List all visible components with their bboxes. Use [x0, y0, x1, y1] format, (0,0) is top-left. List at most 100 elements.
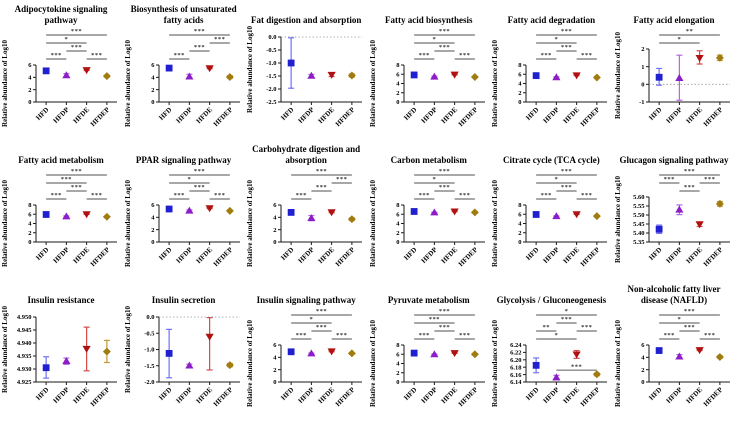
- y-tick-label: 6: [151, 62, 155, 69]
- panel-title: Insulin secretion: [151, 294, 216, 305]
- x-tick-label-hfdep: HFDEP: [334, 105, 357, 128]
- data-point-hfdep: [225, 73, 234, 81]
- significance-bracket: ***: [659, 308, 720, 316]
- y-axis-label: Relative abundance of Log10: [614, 176, 622, 263]
- panel-chart: 0 2 4 6 Relative abundance of Log10 HFD HFDP HF…: [246, 168, 363, 268]
- data-point-hfdp: [430, 350, 439, 358]
- panel-chart: 0 2 4 6 8 Relative abundance of Log10 HFD HFDP H…: [491, 168, 608, 268]
- significance-stars: *: [555, 176, 559, 183]
- significance-stars: ***: [459, 332, 470, 339]
- data-point-hfdp: [675, 205, 684, 213]
- significance-stars: ***: [316, 308, 327, 315]
- x-tick-label-hfd: HFD: [525, 106, 541, 122]
- significance-stars: **: [686, 28, 694, 35]
- significance-bracket: ***: [454, 332, 475, 340]
- y-tick-label: 0: [151, 99, 154, 106]
- data-point-hfde: [572, 211, 582, 219]
- significance-bracket: ***: [291, 332, 312, 340]
- y-tick-label: 6: [396, 71, 400, 78]
- y-tick-label: 6: [273, 342, 277, 349]
- y-tick-label: 2: [28, 230, 31, 237]
- significance-stars: ***: [439, 168, 450, 175]
- significance-stars: ***: [71, 184, 82, 191]
- y-tick-label: 0: [28, 239, 31, 246]
- data-point-hfde: [205, 65, 214, 73]
- y-tick-label: 2: [396, 230, 399, 237]
- data-point-hfd: [165, 350, 173, 357]
- x-tick-label-hfd: HFD: [157, 106, 173, 122]
- y-tick-label: 2: [273, 227, 276, 234]
- significance-bracket: ***: [434, 44, 455, 52]
- significance-bracket: ***: [331, 176, 353, 184]
- x-tick-label-hfd: HFD: [280, 386, 296, 402]
- y-tick-label: 6: [273, 202, 277, 209]
- data-point-hfdep: [348, 215, 357, 224]
- significance-bracket: ***: [556, 316, 577, 324]
- y-tick-label: 6: [396, 211, 400, 218]
- x-tick-label-hfdep: HFDEP: [89, 105, 112, 128]
- significance-stars: ***: [704, 332, 715, 339]
- x-tick-label-hfdp: HFDP: [665, 105, 685, 125]
- data-point-hfd: [533, 72, 540, 80]
- data-point-hfdep: [470, 73, 479, 81]
- data-point-hfd: [533, 361, 540, 369]
- data-point-hfdep: [715, 199, 724, 208]
- panel-title: Fatty acid elongation: [633, 14, 715, 25]
- significance-bracket: ***: [577, 192, 598, 200]
- y-tick-label: -1.5: [266, 73, 277, 80]
- data-point-hfdep: [225, 206, 234, 215]
- data-point-hfdp: [430, 72, 439, 80]
- significance-bracket: ***: [434, 324, 455, 332]
- y-tick-label: 6.18: [511, 364, 523, 371]
- significance-bracket: ***: [331, 332, 353, 340]
- y-axis-label: Relative abundance of Log10: [491, 320, 499, 407]
- data-point-hfdep: [470, 208, 479, 217]
- x-tick-label-hfdep: HFDEP: [702, 245, 725, 268]
- panel-title: Insulin resistance: [27, 294, 95, 305]
- significance-bracket: ***: [46, 52, 67, 60]
- data-point-hfdep: [348, 71, 357, 80]
- data-point-hfd: [410, 349, 418, 357]
- x-tick-label-hfdep: HFDEP: [211, 245, 234, 268]
- y-tick-label: 4: [519, 81, 523, 88]
- panel-chart: 0 2 4 6 Relative abundance of Log10 HFD HFDP HF…: [246, 308, 363, 408]
- data-point-hfdp: [184, 361, 194, 369]
- panel-chart: 0 2 4 6 Relative abundance of Log10 HFD HFDP HF…: [124, 28, 240, 128]
- x-tick-label-hfd: HFD: [34, 386, 50, 402]
- x-tick-label-hfdp: HFDP: [52, 245, 72, 265]
- panel-title: Carbon metabolism: [390, 154, 467, 165]
- data-point-hfde: [205, 205, 214, 213]
- data-point-hfd: [42, 364, 50, 372]
- significance-stars: ***: [91, 192, 102, 199]
- x-tick-label-hfdp: HFDP: [297, 245, 317, 265]
- panel-chart: 0 2 4 6 8 Relative abundance of Log10 HFD HFDP H…: [369, 308, 485, 408]
- y-tick-label: 0: [396, 99, 399, 106]
- x-tick-label-hfdep: HFDEP: [334, 385, 357, 408]
- significance-bracket: **: [659, 28, 720, 36]
- significance-stars: ***: [541, 52, 552, 59]
- panel-chart: 0 2 4 6 Relative abundance of Log10 HFD HFDP HF…: [614, 308, 730, 408]
- panel-chart: 0 2 4 6 8 Relative abundance of Log10 HFD HFDP H…: [369, 168, 485, 268]
- panel-title: Pyruvate metabolism: [387, 294, 470, 305]
- significance-bracket: ***: [659, 168, 720, 176]
- x-tick-label-hfdp: HFDP: [542, 105, 562, 125]
- significance-stars: ***: [316, 184, 327, 191]
- significance-stars: ***: [418, 332, 429, 339]
- significance-bracket: ***: [188, 44, 210, 52]
- significance-bracket: ***: [536, 192, 557, 200]
- y-tick-label: -1.5: [144, 363, 155, 370]
- y-tick-label: 0: [151, 239, 154, 246]
- y-tick-label: -2.0: [144, 379, 154, 386]
- panel-title: Fatty acid metabolism: [18, 154, 104, 165]
- y-tick-label: 0: [396, 239, 399, 246]
- panel-title: Citrate cycle (TCA cycle): [503, 154, 600, 165]
- significance-stars: *: [555, 36, 559, 43]
- significance-stars: ***: [684, 168, 695, 175]
- data-point-hfde: [572, 72, 582, 80]
- significance-stars: *: [565, 308, 569, 315]
- x-tick-label-hfdep: HFDEP: [457, 385, 480, 408]
- y-tick-label: -0.5: [144, 330, 155, 337]
- panel-glucagon-signaling-pathway: Glucagon signaling pathway 5.35 5.40 5.45 5.…: [613, 140, 735, 280]
- data-point-hfdep: [102, 347, 111, 356]
- y-tick-label: 2: [28, 87, 31, 94]
